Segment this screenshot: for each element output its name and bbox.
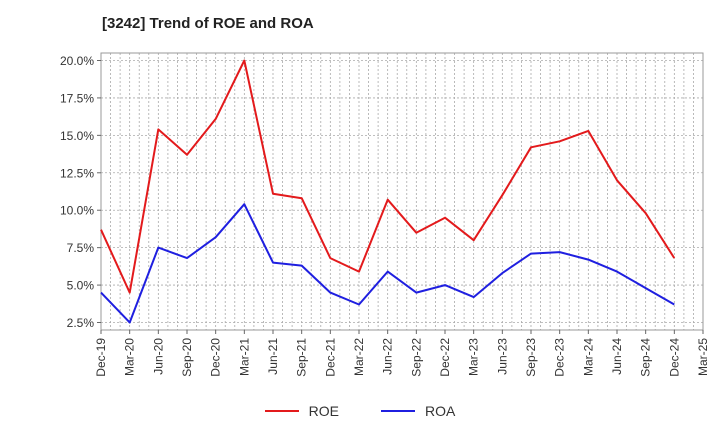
grid <box>101 53 703 330</box>
legend: ROE ROA <box>0 403 720 419</box>
y-tick-label: 5.0% <box>67 279 95 293</box>
y-tick-label: 20.0% <box>60 54 94 68</box>
legend-item-roe: ROE <box>264 403 339 419</box>
x-tick-label: Jun-21 <box>266 338 280 375</box>
x-tick-label: Mar-21 <box>237 338 251 376</box>
chart-title: [3242] Trend of ROE and ROA <box>102 15 314 32</box>
x-tick-label: Sep-21 <box>295 338 309 377</box>
y-tick-label: 12.5% <box>60 166 94 180</box>
legend-swatch <box>381 410 415 412</box>
x-tick-label: Dec-21 <box>323 338 337 377</box>
x-tick-label: Jun-23 <box>495 338 509 375</box>
x-axis: Dec-19 Mar-20 Jun-20 Sep-20 Dec-20 Mar-21 Jun-… <box>94 330 710 377</box>
x-tick-label: Jun-22 <box>381 338 395 375</box>
x-tick-label: Mar-24 <box>581 338 595 376</box>
x-tick-label: Mar-22 <box>352 338 366 376</box>
legend-swatch <box>264 410 299 412</box>
x-tick-label: Dec-22 <box>438 338 452 377</box>
series-line-roa <box>100 203 675 324</box>
line-chart: 2.5% 5.0% 7.5% 10.0% 12.5% 15.0% 17.5% 20.0% De… <box>60 52 710 377</box>
x-tick-label: Dec-20 <box>209 338 223 377</box>
y-axis: 2.5% 5.0% 7.5% 10.0% 12.5% 15.0% 17.5% 20.0% <box>60 54 101 330</box>
x-tick-label: Dec-19 <box>94 338 108 377</box>
x-tick-label: Mar-23 <box>467 338 481 376</box>
x-tick-label: Sep-24 <box>639 338 653 377</box>
x-tick-label: Dec-24 <box>667 338 681 377</box>
y-tick-label: 10.0% <box>60 204 94 218</box>
y-tick-label: 17.5% <box>60 91 94 105</box>
x-tick-label: Jun-24 <box>610 338 624 375</box>
x-tick-label: Mar-20 <box>123 338 137 376</box>
y-tick-label: 2.5% <box>67 316 95 330</box>
legend-label: ROA <box>425 403 456 419</box>
x-tick-label: Sep-20 <box>180 338 194 377</box>
x-tick-label: Jun-20 <box>151 338 165 375</box>
plot-area <box>100 52 704 331</box>
legend-item-roa: ROA <box>381 403 455 419</box>
y-tick-label: 7.5% <box>67 241 95 255</box>
y-tick-label: 15.0% <box>60 129 94 143</box>
series-line-roe <box>100 59 676 294</box>
series-lines <box>100 59 676 324</box>
x-tick-label: Sep-23 <box>524 338 538 377</box>
x-tick-label: Dec-23 <box>553 338 567 377</box>
x-tick-label: Mar-25 <box>696 338 710 376</box>
x-tick-label: Sep-22 <box>409 338 423 377</box>
legend-label: ROE <box>308 403 339 419</box>
